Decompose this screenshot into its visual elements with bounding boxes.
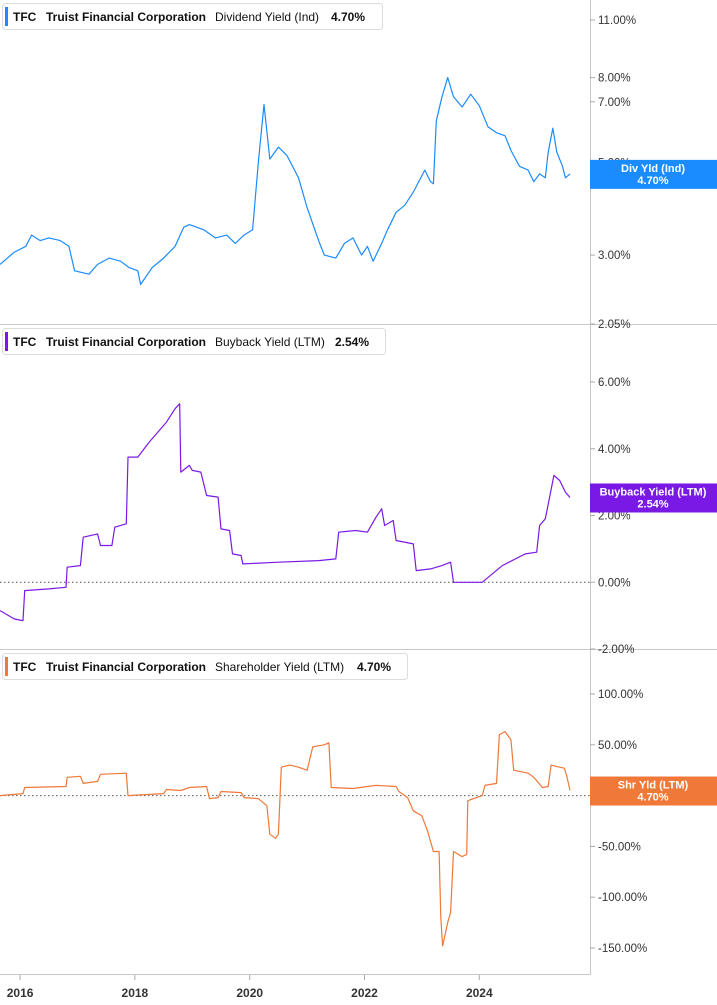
x-tick-label: 2018 — [122, 986, 149, 1000]
legend-color-swatch — [5, 657, 8, 676]
legend: TFC Truist Financial Corporation Dividend … — [2, 3, 383, 30]
y-tick-label: 2.05% — [598, 319, 631, 331]
legend-box — [2, 653, 408, 680]
legend-color-swatch — [5, 7, 8, 26]
legend: TFC Truist Financial Corporation Buyback Y… — [2, 328, 386, 355]
value-badge: Shr Yld (LTM)4.70% — [590, 776, 717, 806]
value-badge-bg — [590, 483, 717, 513]
legend-current-value: 4.70% — [357, 660, 391, 674]
legend-metric: Buyback Yield (LTM) — [215, 335, 325, 349]
y-tick-label: -100.00% — [598, 892, 647, 904]
legend-ticker: TFC — [13, 335, 37, 349]
value-badge-value: 4.70% — [637, 792, 668, 804]
legend-current-value: 4.70% — [331, 10, 365, 24]
panel-2: 6.00% 4.00% 2.00% 0.00% -2.00% Buyback Yield … — [0, 328, 717, 656]
legend-company: Truist Financial Corporation — [46, 660, 206, 674]
series-line — [0, 77, 571, 286]
legend-metric: Dividend Yield (Ind) — [215, 10, 319, 24]
legend-color-swatch — [5, 332, 8, 351]
legend-box — [2, 328, 386, 355]
value-badge-value: 4.70% — [637, 175, 668, 187]
legend: TFC Truist Financial Corporation Sharehold… — [2, 653, 408, 680]
legend-company: Truist Financial Corporation — [46, 335, 206, 349]
y-tick-label: 11.00% — [598, 15, 636, 27]
legend-box — [2, 3, 383, 30]
legend-current-value: 2.54% — [335, 335, 369, 349]
series-line — [0, 403, 571, 622]
x-tick-label: 2016 — [7, 986, 34, 1000]
value-badge-name: Div Yld (Ind) — [621, 163, 685, 175]
legend-metric: Shareholder Yield (LTM) — [215, 660, 344, 674]
x-tick-label: 2022 — [351, 986, 378, 1000]
value-badge-name: Shr Yld (LTM) — [618, 780, 689, 792]
value-badge-bg — [590, 776, 717, 806]
y-tick-label: 4.00% — [598, 444, 631, 456]
value-badge-value: 2.54% — [637, 498, 668, 510]
value-badge-bg — [590, 159, 717, 189]
series-line — [0, 731, 571, 947]
y-tick-label: 3.00% — [598, 250, 631, 262]
panel-3: 100.00%50.00%0.00%-50.00%-100.00%-150.00… — [0, 653, 717, 955]
legend-ticker: TFC — [13, 10, 37, 24]
y-tick-label: 2.00% — [598, 511, 631, 523]
panel-1: 11.00%8.00%7.00%5.00%3.00%2.05%Div Yld (… — [0, 3, 717, 331]
value-badge-name: Buyback Yield (LTM) — [600, 486, 707, 498]
y-tick-label: 50.00% — [598, 740, 637, 752]
y-tick-label: -2.00% — [598, 644, 634, 656]
value-badge: Div Yld (Ind)4.70% — [590, 159, 717, 189]
x-tick-label: 2024 — [466, 986, 493, 1000]
y-tick-label: 0.00% — [598, 577, 631, 589]
y-tick-label: 7.00% — [598, 97, 631, 109]
y-tick-label: -150.00% — [598, 943, 647, 955]
y-tick-label: -50.00% — [598, 841, 641, 853]
x-tick-label: 2020 — [236, 986, 263, 1000]
legend-company: Truist Financial Corporation — [46, 10, 206, 24]
y-tick-label: 100.00% — [598, 689, 643, 701]
legend-ticker: TFC — [13, 660, 37, 674]
y-tick-label: 8.00% — [598, 73, 631, 85]
value-badge: Buyback Yield (LTM)2.54% — [590, 483, 717, 513]
y-tick-label: 6.00% — [598, 377, 631, 389]
